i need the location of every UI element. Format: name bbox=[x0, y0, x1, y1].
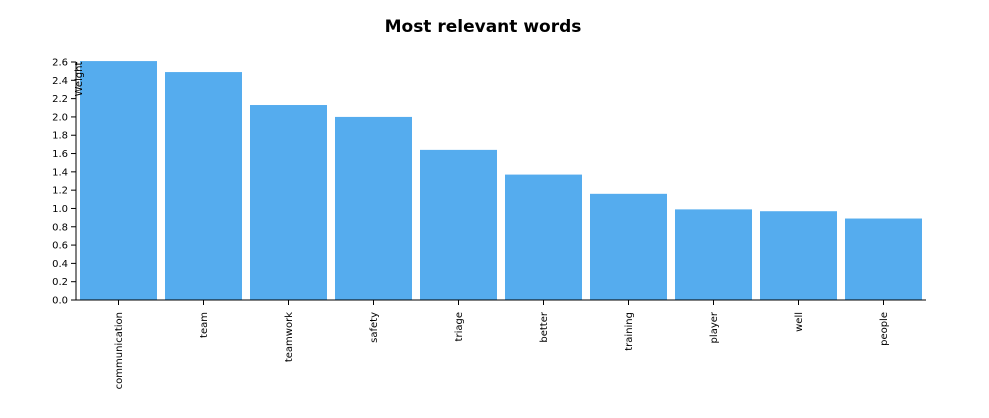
bar-people bbox=[845, 218, 922, 300]
bar-teamwork bbox=[250, 105, 327, 301]
y-tick-label: 0.8 bbox=[52, 222, 68, 233]
x-tick-label-safety: safety bbox=[369, 312, 380, 343]
y-tick-label: 2.2 bbox=[52, 94, 68, 105]
y-tick-label: 0.6 bbox=[52, 241, 68, 252]
chart-title: Most relevant words bbox=[385, 17, 582, 37]
bar-team bbox=[165, 72, 242, 300]
x-tick-label-people: people bbox=[879, 312, 890, 346]
bars-layer bbox=[80, 61, 922, 301]
bar-player bbox=[675, 209, 752, 300]
x-tick-label-teamwork: teamwork bbox=[284, 312, 295, 362]
x-axis: communication team teamwork safety triage bet… bbox=[76, 299, 926, 389]
y-tick-label: 1.6 bbox=[52, 149, 68, 160]
y-tick-label: 0.2 bbox=[52, 277, 68, 288]
y-tick-label: 2.6 bbox=[52, 58, 68, 69]
x-tick-label-player: player bbox=[709, 311, 720, 343]
x-tick-label-team: team bbox=[199, 312, 210, 338]
bar-training bbox=[590, 193, 667, 300]
y-tick-label: 0.0 bbox=[52, 296, 68, 307]
x-tick-label-training: training bbox=[624, 312, 635, 351]
bar-triage bbox=[420, 149, 497, 300]
y-tick-label: 0.4 bbox=[52, 259, 68, 270]
x-tick-label-better: better bbox=[539, 311, 550, 342]
bar-better bbox=[505, 174, 582, 300]
y-axis-label: Weight bbox=[74, 62, 85, 97]
x-tick-label-well: well bbox=[794, 312, 805, 332]
bar-well bbox=[760, 211, 837, 300]
y-axis: 0.0 0.2 0.4 0.6 0.8 1.0 1.2 1.4 1.6 1.8 2.0 2.2 2.4 2… bbox=[52, 58, 77, 307]
bar-communication bbox=[80, 61, 157, 300]
y-tick-label: 2.4 bbox=[52, 76, 68, 87]
x-tick-label-communication: communication bbox=[114, 312, 125, 389]
x-tick-label-triage: triage bbox=[454, 312, 465, 341]
bar-safety bbox=[335, 116, 412, 300]
y-tick-label: 1.2 bbox=[52, 186, 68, 197]
y-tick-label: 1.0 bbox=[52, 204, 68, 215]
y-tick-label: 1.4 bbox=[52, 167, 68, 178]
y-tick-label: 2.0 bbox=[52, 112, 68, 123]
y-tick-label: 1.8 bbox=[52, 131, 68, 142]
